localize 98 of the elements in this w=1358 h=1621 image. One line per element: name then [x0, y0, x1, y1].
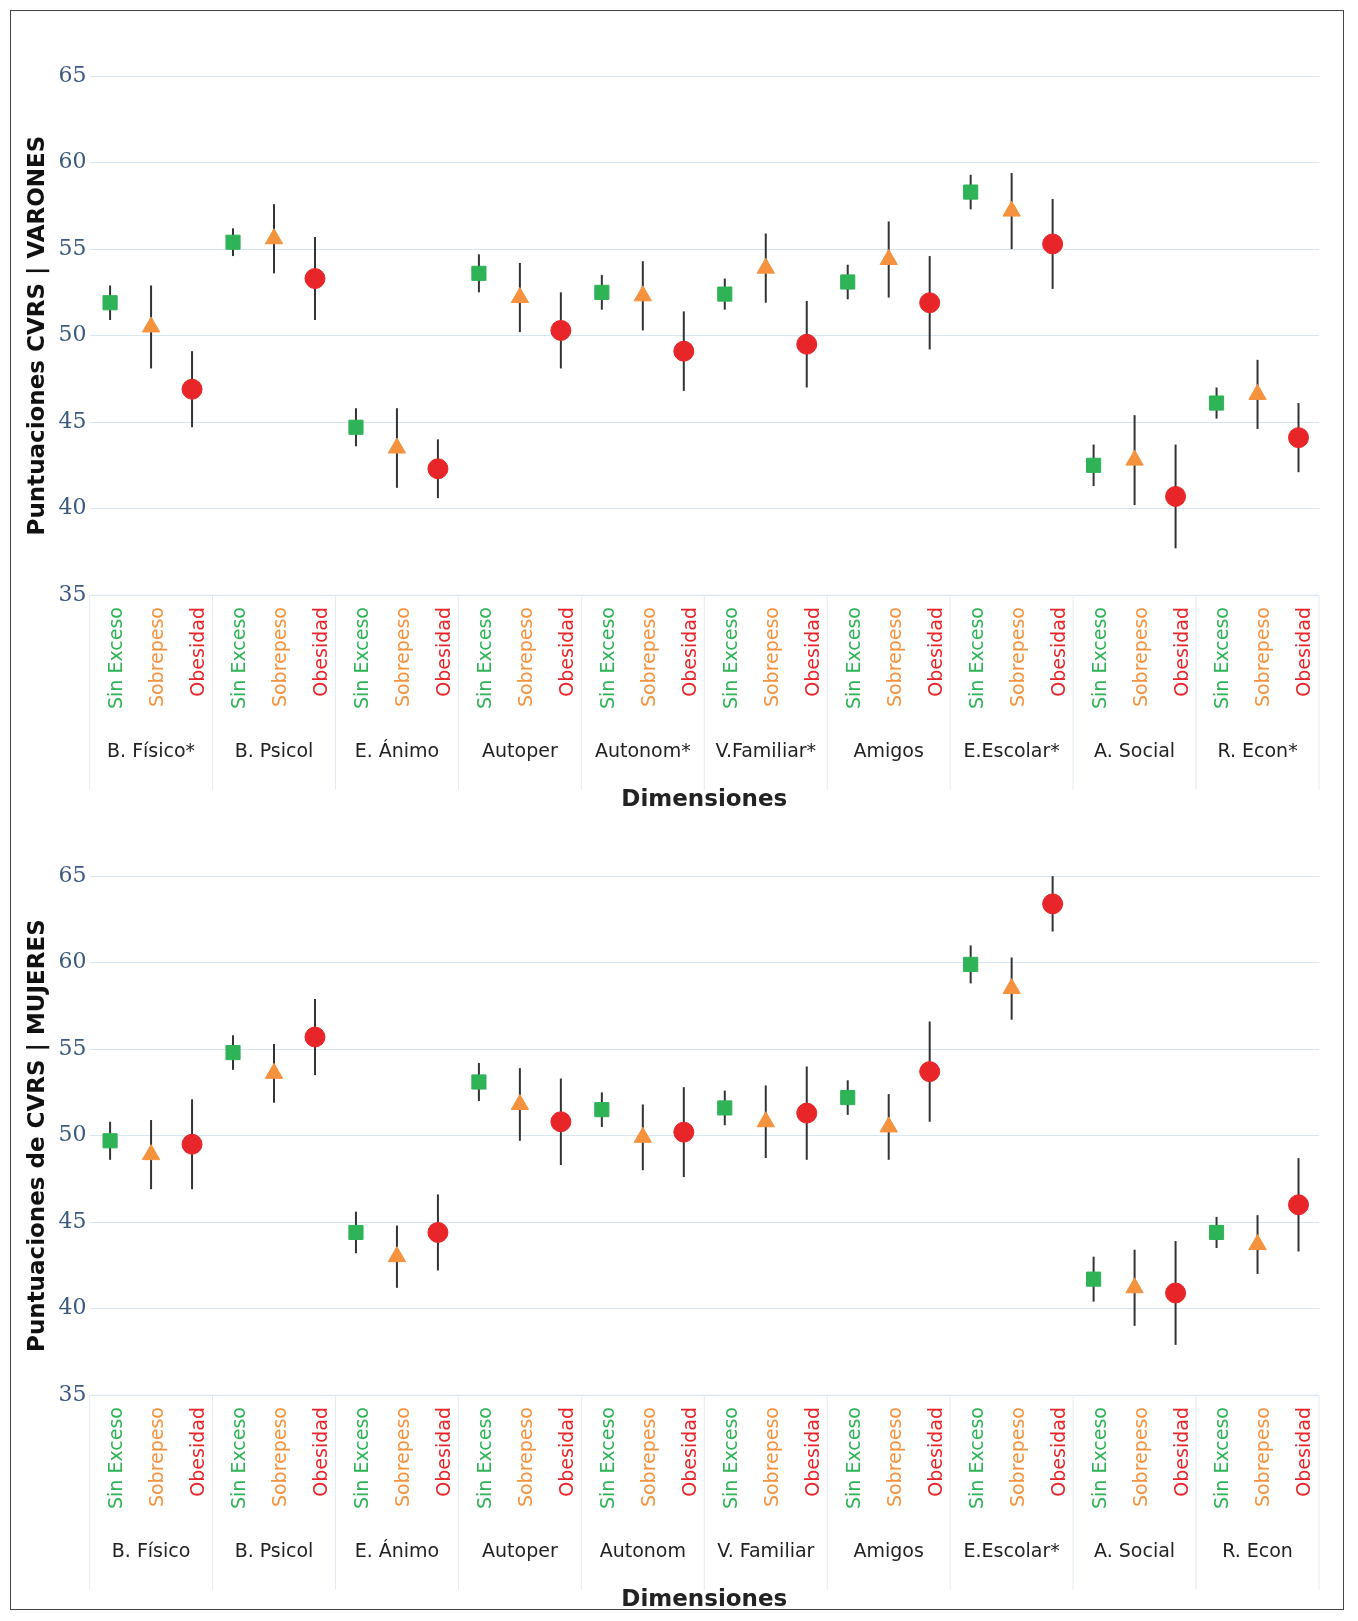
text: Obesidad	[185, 607, 208, 697]
x-tick-label: E. Ánimo	[354, 738, 440, 761]
x-tick-label: R. Econ	[1222, 1538, 1293, 1561]
y-tick-label: 40	[58, 1294, 87, 1320]
text: Sobrepeso	[1005, 1407, 1028, 1508]
text: Sin Exceso	[472, 607, 495, 709]
x-tick-label: Autonom*	[594, 738, 691, 761]
text: Sin Exceso	[349, 607, 372, 709]
text: Sobrepeso	[1251, 1407, 1274, 1508]
text: Obesidad	[308, 607, 331, 697]
text: Sin Exceso	[1087, 607, 1110, 709]
text: Sin Exceso	[841, 1407, 864, 1509]
text: Sin Exceso	[104, 607, 127, 709]
text: Obesidad	[1169, 1407, 1192, 1497]
y-axis-title: Puntuaciones CVRS | VARONES	[22, 135, 50, 536]
x-tick-label: V. Familiar	[717, 1538, 815, 1561]
text: Sobrepeso	[1251, 607, 1274, 708]
text: Sobrepeso	[1128, 1407, 1151, 1508]
y-tick-label: 55	[58, 1034, 87, 1060]
text: Sin Exceso	[718, 1407, 741, 1509]
text: Sin Exceso	[1210, 1407, 1233, 1509]
text: Obesidad	[677, 607, 700, 697]
text: Sin Exceso	[718, 607, 741, 709]
text: Sobrepeso	[145, 607, 167, 708]
y-tick-label: 65	[58, 861, 87, 887]
x-tick-label: B. Físico*	[107, 738, 196, 761]
x-tick-label: Amigos	[853, 738, 924, 761]
y-tick-label: 60	[58, 148, 87, 174]
x-tick-label: B. Físico	[111, 1538, 191, 1561]
text: Sin Exceso	[226, 607, 249, 709]
x-tick-label: R. Econ*	[1217, 738, 1298, 761]
text: Sobrepeso	[636, 1407, 659, 1508]
x-tick-label: Amigos	[853, 1538, 924, 1561]
text: Sobrepeso	[513, 1407, 536, 1508]
text: Obesidad	[431, 1407, 454, 1497]
text: Sobrepeso	[267, 607, 290, 708]
text: Obesidad	[1292, 1407, 1315, 1497]
text: Obesidad	[554, 1407, 577, 1497]
text: Obesidad	[1292, 607, 1315, 697]
x-tick-label: A. Social	[1094, 1538, 1176, 1561]
text: Obesidad	[431, 607, 454, 697]
text: Obesidad	[308, 1407, 331, 1497]
x-tick-label: A. Social	[1094, 738, 1176, 761]
x-axis-title: Dimensiones	[621, 784, 788, 811]
y-tick-label: 45	[58, 407, 87, 433]
x-axis-title: Dimensiones	[621, 1584, 788, 1611]
y-tick-label: 55	[58, 234, 87, 260]
text: Sin Exceso	[1210, 607, 1233, 709]
x-tick-label: E. Ánimo	[354, 1538, 440, 1561]
text: Obesidad	[800, 1407, 823, 1497]
x-tick-label: V.Familiar*	[715, 738, 817, 761]
text: Obesidad	[677, 1407, 700, 1497]
text: Sobrepeso	[636, 607, 659, 708]
text: Obesidad	[800, 607, 823, 697]
text: Sobrepeso	[145, 1407, 167, 1508]
text: Sobrepeso	[267, 1407, 290, 1508]
text: Sobrepeso	[513, 607, 536, 708]
text: Sobrepeso	[1128, 607, 1151, 708]
text: Sobrepeso	[390, 1407, 413, 1508]
text: Sobrepeso	[882, 607, 905, 708]
text: Sobrepeso	[1005, 607, 1028, 708]
text: Sin Exceso	[226, 1407, 249, 1509]
x-tick-label: Autoper	[482, 738, 558, 761]
text: Sin Exceso	[1087, 1407, 1110, 1509]
x-tick-label: E.Escolar*	[963, 1538, 1060, 1561]
text: Obesidad	[1169, 607, 1192, 697]
text: Sin Exceso	[841, 607, 864, 709]
text: Sin Exceso	[349, 1407, 372, 1509]
text: Sin Exceso	[964, 1407, 987, 1509]
y-tick-label: 45	[58, 1207, 87, 1233]
text: Sin Exceso	[104, 1407, 127, 1509]
y-tick-label: 60	[58, 948, 87, 974]
text: Obesidad	[923, 607, 946, 697]
y-tick-label: 50	[58, 321, 87, 347]
y-tick-label: 50	[58, 1121, 87, 1147]
text: Sin Exceso	[595, 607, 618, 709]
x-tick-label: B. Psicol	[234, 1538, 314, 1561]
y-tick-label: 65	[58, 61, 87, 87]
text: Obesidad	[923, 1407, 946, 1497]
text: Obesidad	[1046, 1407, 1069, 1497]
text: Sobrepeso	[390, 607, 413, 708]
y-tick-label: 35	[58, 580, 87, 606]
text: Sobrepeso	[759, 1407, 782, 1508]
text: Obesidad	[185, 1407, 208, 1497]
text: Obesidad	[1046, 607, 1069, 697]
x-tick-label: E.Escolar*	[963, 738, 1060, 761]
y-axis-title: Puntuaciones de CVRS | MUJERES	[22, 919, 50, 1352]
text: Sin Exceso	[595, 1407, 618, 1509]
text: Sobrepeso	[882, 1407, 905, 1508]
text: Sin Exceso	[472, 1407, 495, 1509]
x-tick-label: Autonom	[599, 1538, 686, 1561]
text: Sin Exceso	[964, 607, 987, 709]
y-tick-label: 35	[58, 1380, 87, 1406]
text: Sobrepeso	[759, 607, 782, 708]
y-tick-label: 40	[58, 494, 87, 520]
text: Obesidad	[554, 607, 577, 697]
x-tick-label: B. Psicol	[234, 738, 314, 761]
x-tick-label: Autoper	[482, 1538, 558, 1561]
